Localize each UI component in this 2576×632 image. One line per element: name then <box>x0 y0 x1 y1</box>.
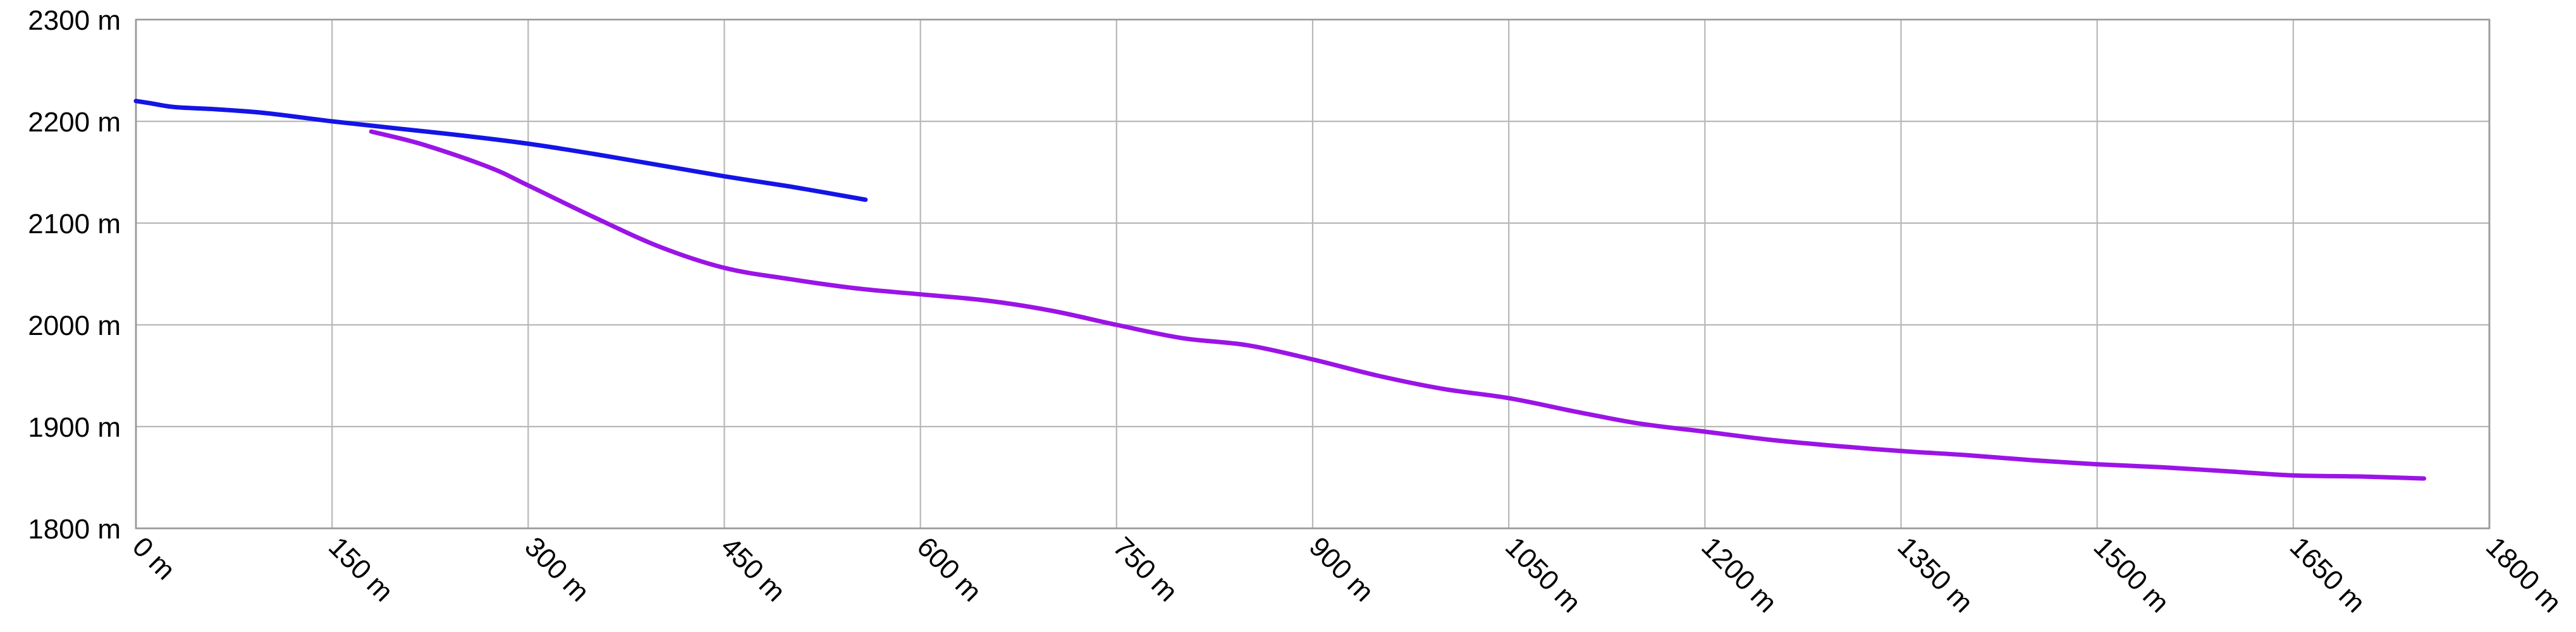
x-tick-label: 1050 m <box>1499 531 1586 618</box>
x-tick-label: 1800 m <box>2480 531 2567 618</box>
series-line-1 <box>133 99 868 202</box>
data-series <box>133 99 2427 481</box>
x-tick-label: 0 m <box>126 531 181 586</box>
series-line-2 <box>369 129 2427 481</box>
x-tick-label: 1650 m <box>2284 531 2371 618</box>
x-tick-label: 1350 m <box>1891 531 1978 618</box>
x-tick-label: 600 m <box>911 531 988 607</box>
y-tick-label: 2000 m <box>28 310 121 341</box>
x-tick-label: 150 m <box>322 531 399 607</box>
plot-frame <box>135 18 2491 530</box>
x-tick-label: 450 m <box>715 531 791 607</box>
grid <box>135 18 2491 530</box>
x-tick-label: 750 m <box>1107 531 1184 607</box>
y-tick-labels: 1800 m 1900 m 2000 m 2100 m 2200 m 2300 m <box>28 5 121 545</box>
x-tick-labels: 0 m 150 m 300 m 450 m 600 m 750 m 900 m 1050 m 1… <box>126 531 2567 618</box>
y-tick-label: 1800 m <box>28 514 121 545</box>
x-tick-label: 900 m <box>1303 531 1380 607</box>
y-tick-label: 2200 m <box>28 107 121 138</box>
y-tick-label: 1900 m <box>28 412 121 443</box>
x-tick-label: 1500 m <box>2088 531 2175 618</box>
axes <box>135 18 2491 530</box>
y-tick-label: 2300 m <box>28 5 121 36</box>
x-tick-label: 1200 m <box>1695 531 1782 618</box>
y-tick-label: 2100 m <box>28 209 121 240</box>
x-tick-label: 300 m <box>518 531 595 607</box>
